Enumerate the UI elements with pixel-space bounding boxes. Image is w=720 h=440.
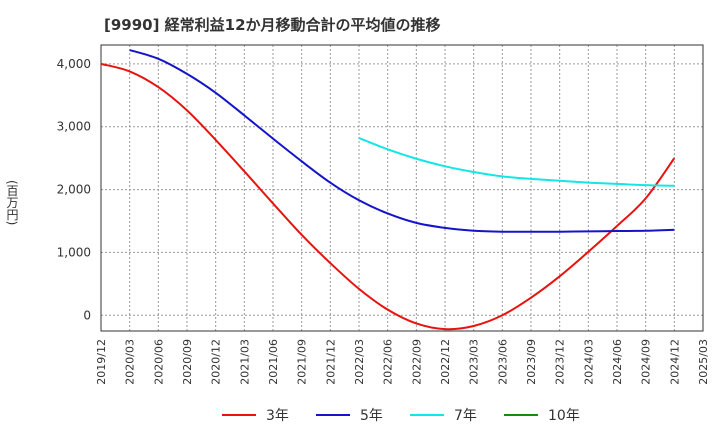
x-tick-label: 2024/12	[668, 339, 681, 385]
chart-title: [9990] 経常利益12か月移動合計の平均値の推移	[104, 16, 441, 34]
x-tick-label: 2022/06	[382, 339, 395, 385]
series-line-0	[100, 62, 676, 331]
x-tick-label: 2024/03	[582, 339, 595, 385]
x-tick-label: 2022/03	[353, 339, 366, 385]
legend-item-3: 10年	[504, 400, 580, 430]
legend-label: 5年	[360, 408, 383, 424]
x-tick-label: 2021/12	[324, 339, 337, 385]
y-tick-label: 3,000	[57, 120, 91, 134]
x-tick-label: 2020/06	[152, 339, 165, 385]
plot-frame	[100, 44, 704, 332]
y-tick-label: 1,000	[57, 245, 91, 259]
legend-item-2: 7年	[410, 400, 477, 430]
x-tick-label: 2019/12	[95, 339, 108, 385]
x-tick-label: 2023/09	[525, 339, 538, 385]
x-tick-label: 2023/12	[554, 339, 567, 385]
legend-swatch	[222, 414, 256, 416]
y-tick-label: 4,000	[57, 57, 91, 71]
series-line-2	[358, 137, 675, 187]
y-tick-label: 2,000	[57, 183, 91, 197]
x-tick-label: 2023/03	[468, 339, 481, 385]
x-tick-label: 2022/09	[410, 339, 423, 385]
x-tick-label: 2021/03	[238, 339, 251, 385]
x-tick-label: 2024/06	[611, 339, 624, 385]
x-tick-label: 2024/09	[640, 339, 653, 385]
legend-label: 10年	[548, 408, 580, 424]
x-tick-label: 2021/06	[267, 339, 280, 385]
legend-swatch	[504, 414, 538, 416]
x-tick-label: 2025/03	[697, 339, 710, 385]
legend-label: 7年	[454, 408, 477, 424]
x-tick-label: 2023/06	[496, 339, 509, 385]
legend-label: 3年	[266, 408, 289, 424]
legend-swatch	[316, 414, 350, 416]
legend-item-1: 5年	[316, 400, 383, 430]
y-tick-label: 0	[83, 308, 91, 322]
series-line-1	[129, 49, 675, 233]
x-tick-label: 2022/12	[439, 339, 452, 385]
legend-item-0: 3年	[222, 400, 289, 430]
legend: 3年 5年 7年 10年	[0, 400, 720, 430]
x-tick-label: 2020/03	[124, 339, 137, 385]
y-axis-label: (百万円)	[5, 180, 19, 226]
x-tick-label: 2020/09	[181, 339, 194, 385]
legend-swatch	[410, 414, 444, 416]
plot-area: 0 1,000 2,000 3,000 4,000 2019/12 2020/03 2020/…	[57, 44, 710, 385]
x-tick-label: 2021/09	[296, 339, 309, 385]
x-tick-label: 2020/12	[210, 339, 223, 385]
